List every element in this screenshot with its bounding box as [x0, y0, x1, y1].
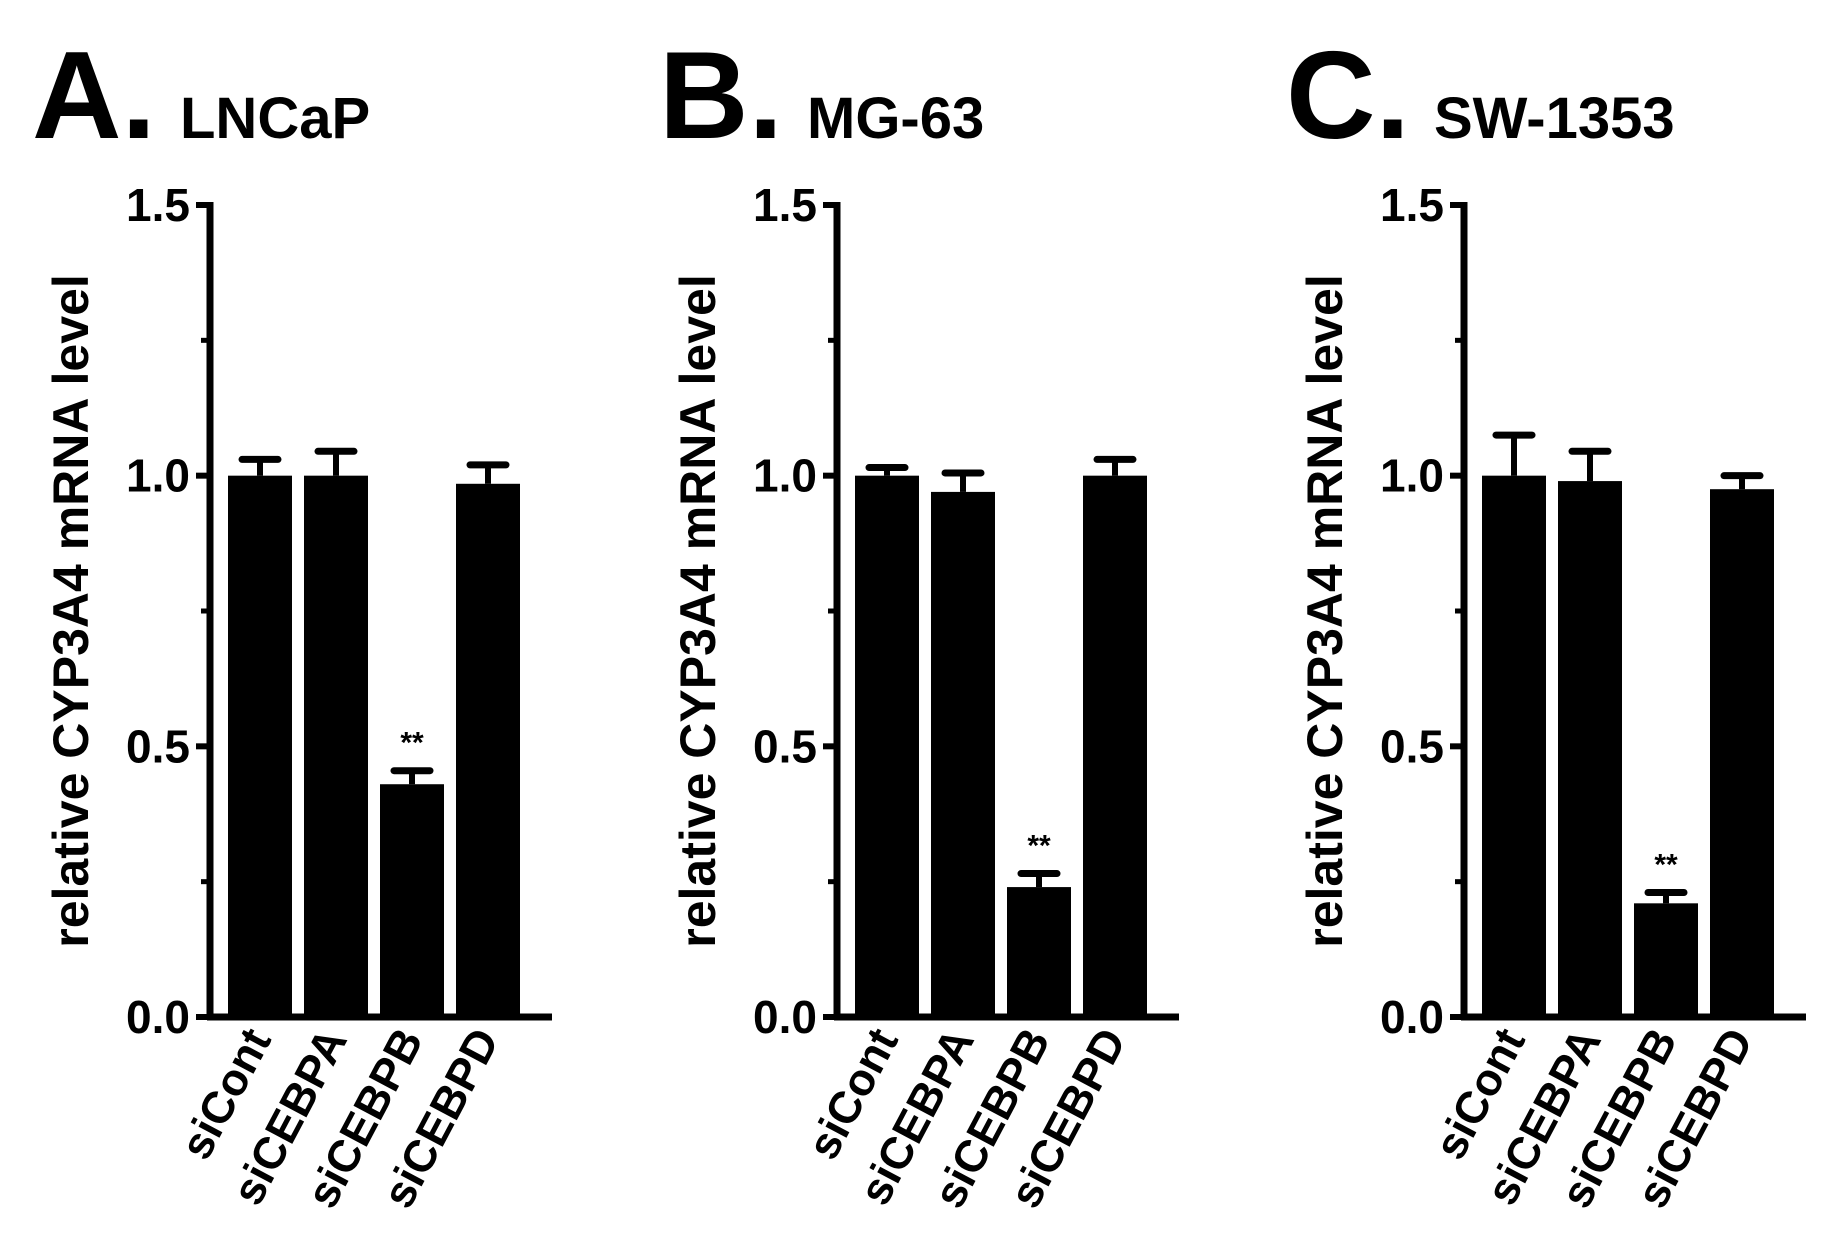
- significance-label: **: [1027, 830, 1051, 863]
- bar-siCEBPB: [1634, 903, 1698, 1017]
- chart-panel-1: A. LNCaP relative CYP3A4 mRNA level 0.0 0.5 1…: [32, 27, 552, 1216]
- panel-title: LNCaP: [180, 86, 370, 151]
- y-tick-label: 1.0: [126, 450, 190, 502]
- bar-siCEBPB: [1007, 887, 1071, 1017]
- panel-letter: A.: [32, 27, 156, 165]
- bar-siCEBPA: [304, 475, 368, 1018]
- panel-title: MG-63: [807, 86, 984, 151]
- chart-panel-2: B. MG-63 relative CYP3A4 mRNA level 0.0 0.5 1…: [659, 27, 1179, 1216]
- y-tick-label: 0.0: [1380, 991, 1444, 1043]
- bar-siCEBPD: [456, 483, 520, 1018]
- chart-panel-3: C. SW-1353 relative CYP3A4 mRNA level 0.0 0.…: [1286, 27, 1806, 1216]
- bar-siCEBPA: [931, 491, 995, 1017]
- y-axis-label: relative CYP3A4 mRNA level: [670, 274, 726, 947]
- y-tick-label: 1.5: [126, 179, 190, 231]
- significance-label: **: [1654, 848, 1678, 881]
- bar-siCont: [855, 475, 919, 1018]
- y-tick-label: 0.0: [126, 991, 190, 1043]
- y-tick-label: 1.5: [1380, 179, 1444, 231]
- bar-siCEBPD: [1083, 475, 1147, 1018]
- y-tick-label: 0.0: [753, 991, 817, 1043]
- bar-siCont: [1482, 475, 1546, 1018]
- y-tick-label: 1.0: [753, 450, 817, 502]
- y-tick-label: 0.5: [126, 720, 190, 772]
- panel-title: SW-1353: [1434, 86, 1675, 151]
- bar-siCEBPA: [1558, 481, 1622, 1018]
- y-tick-label: 0.5: [1380, 720, 1444, 772]
- panel-letter: C.: [1286, 27, 1410, 165]
- y-tick-label: 1.5: [753, 179, 817, 231]
- panel-letter: B.: [659, 27, 783, 165]
- bar-siCont: [228, 475, 292, 1018]
- y-axis-label: relative CYP3A4 mRNA level: [1297, 274, 1353, 947]
- bar-siCEBPB: [380, 784, 444, 1017]
- y-tick-label: 0.5: [753, 720, 817, 772]
- y-tick-label: 1.0: [1380, 450, 1444, 502]
- significance-label: **: [400, 727, 424, 760]
- bar-siCEBPD: [1710, 489, 1774, 1017]
- y-axis-label: relative CYP3A4 mRNA level: [43, 274, 99, 947]
